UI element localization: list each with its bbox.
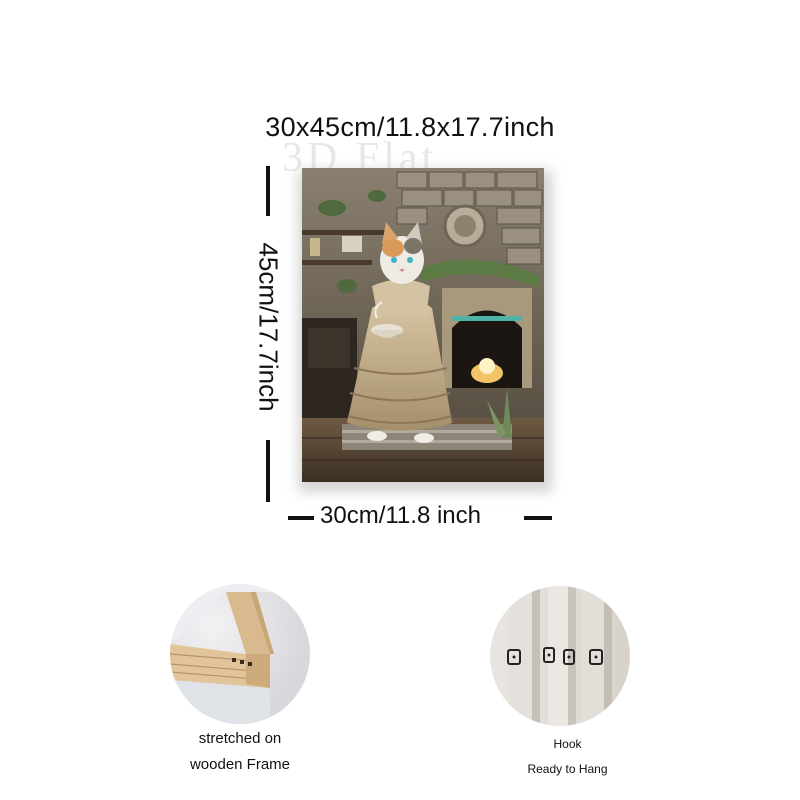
frame-caption-line1: stretched on: [198, 730, 282, 747]
width-dimension-label: 30cm/11.8 inch: [320, 502, 481, 529]
hook-clips-illustration: [507, 586, 612, 726]
wooden-frame-corner-illustration: [170, 584, 310, 724]
frame-caption-line2: wooden Frame: [189, 756, 291, 773]
height-line-top: [266, 166, 270, 216]
hook-icon: [490, 586, 630, 726]
wooden-frame-icon: [170, 584, 310, 724]
height-line-bottom: [266, 440, 270, 502]
canvas-painting: [302, 168, 544, 482]
overall-dimension-label: 30x45cm/11.8x17.7inch: [265, 112, 555, 142]
cat-painting-illustration: [302, 168, 544, 482]
hook-caption-line1: Hook: [553, 737, 582, 751]
width-line-right: [524, 516, 552, 520]
hook-caption-line2: Ready to Hang: [527, 762, 608, 776]
width-line-left: [288, 516, 314, 520]
height-dimension-label: 45cm/17.7inch: [253, 242, 284, 412]
